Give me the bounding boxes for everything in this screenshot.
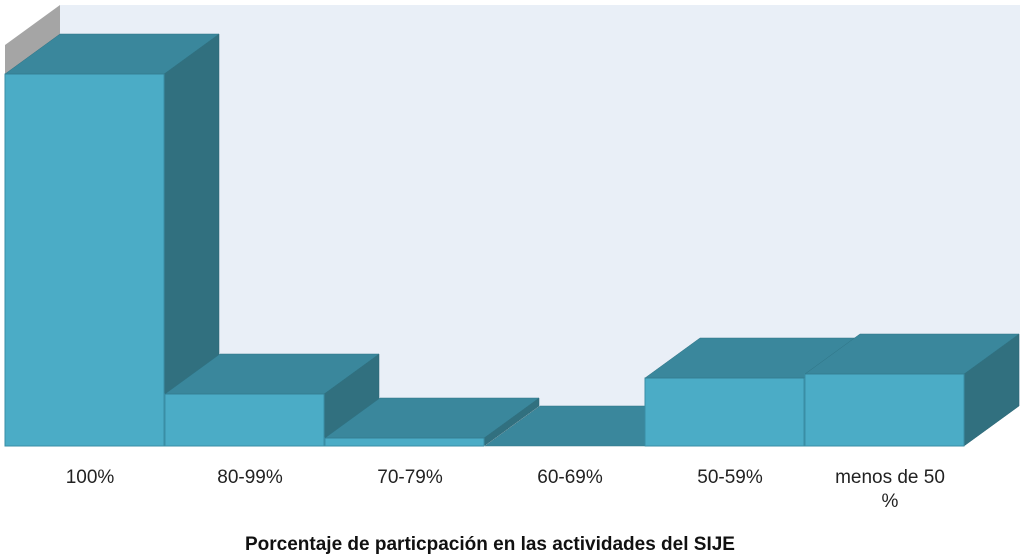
x-tick-label: 80-99% xyxy=(217,467,283,488)
bar-top xyxy=(804,333,1020,375)
x-tick-label: 70-79% xyxy=(377,467,443,488)
bar xyxy=(164,393,325,447)
x-tick-label: 60-69% xyxy=(537,467,603,488)
x-tick-label: 50-59% xyxy=(697,467,763,488)
bar xyxy=(804,373,965,447)
bar xyxy=(644,377,805,447)
x-axis-label: Porcentaje de particpación en las activi… xyxy=(245,534,735,555)
back-wall xyxy=(60,5,1020,406)
bar xyxy=(324,437,485,447)
bar xyxy=(4,73,165,447)
x-tick-label: menos de 50 % xyxy=(835,467,945,512)
x-tick-label: 100% xyxy=(65,467,115,488)
bar-top xyxy=(164,353,380,395)
bar-top xyxy=(324,397,540,439)
bar-top xyxy=(4,33,220,75)
